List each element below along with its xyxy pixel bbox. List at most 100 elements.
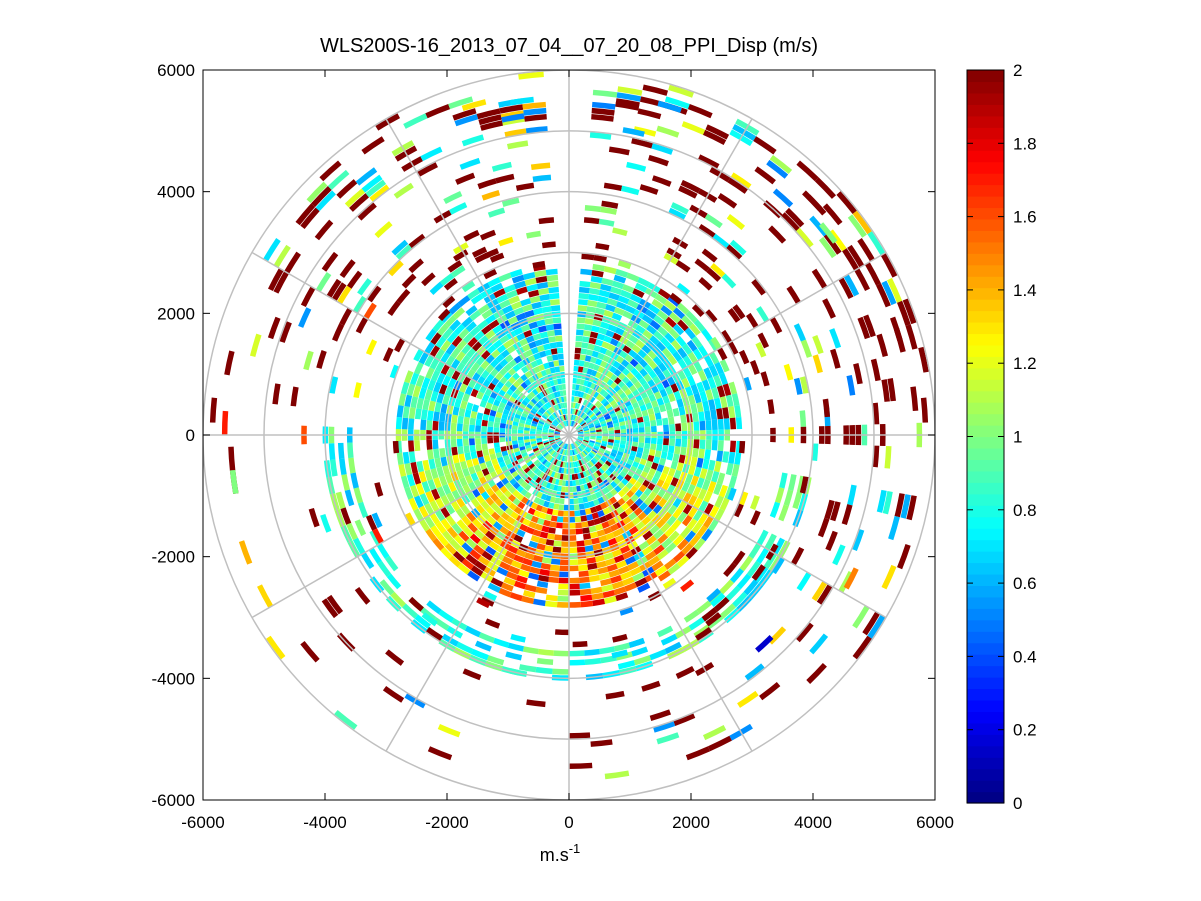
data-cell: [597, 496, 605, 504]
data-cell: [704, 449, 711, 460]
data-cell: [481, 350, 491, 360]
data-cell: [487, 426, 494, 433]
data-cell: [647, 454, 655, 463]
data-cell: [529, 409, 537, 416]
data-cell: [471, 648, 489, 661]
data-cell: [563, 443, 566, 449]
data-cell: [606, 421, 613, 426]
data-cell: [575, 479, 580, 486]
data-cell: [535, 386, 542, 394]
data-cell: [587, 388, 594, 395]
data-cell: [829, 328, 842, 349]
data-cell: [631, 446, 638, 452]
data-cell: [405, 512, 416, 526]
data-cell: [668, 311, 681, 324]
data-cell: [469, 417, 476, 426]
data-cell: [708, 459, 716, 471]
data-cell: [515, 454, 523, 461]
data-cell: [726, 214, 746, 230]
data-cell: [506, 400, 514, 407]
data-cell: [374, 221, 393, 239]
data-cell: [685, 546, 698, 560]
data-cell: [553, 360, 560, 367]
data-cell: [756, 306, 770, 323]
data-cell: [462, 668, 482, 681]
data-cell: [576, 378, 581, 385]
data-cell: [562, 390, 567, 396]
data-cell: [653, 720, 676, 733]
data-cell: [862, 611, 881, 636]
data-cell: [811, 268, 828, 289]
data-cell: [575, 341, 583, 348]
data-cell: [539, 418, 546, 423]
data-cell: [569, 474, 573, 481]
data-cell: [555, 418, 561, 424]
data-cell: [670, 202, 689, 215]
data-cell: [469, 438, 475, 446]
data-cell: [631, 516, 642, 526]
data-cell: [717, 440, 724, 452]
data-cell: [601, 521, 610, 529]
data-cell: [548, 428, 555, 432]
data-cell: [595, 242, 610, 251]
data-cell: [629, 450, 637, 457]
data-cell: [651, 462, 659, 471]
data-cell: [853, 363, 863, 385]
colorbar-band: [967, 516, 1004, 529]
data-cell: [578, 432, 584, 435]
data-cell: [687, 351, 698, 364]
data-cell: [495, 507, 505, 517]
data-cell: [659, 472, 668, 482]
data-cell: [676, 282, 691, 296]
data-cell: [657, 325, 669, 337]
data-cell: [582, 367, 589, 374]
data-cell: [615, 355, 625, 364]
data-cell: [470, 451, 478, 460]
data-cell: [743, 376, 752, 391]
data-cell: [485, 506, 495, 516]
data-cell: [558, 479, 563, 486]
data-cell: [503, 371, 512, 381]
data-cell: [624, 388, 632, 396]
data-cell: [606, 298, 618, 307]
data-cell: [372, 528, 385, 545]
data-cell: [456, 438, 463, 447]
data-cell: [576, 323, 585, 330]
data-cell: [660, 336, 671, 348]
data-cell: [727, 341, 739, 355]
data-cell: [699, 439, 706, 450]
data-cell: [599, 417, 606, 423]
data-cell: [418, 387, 427, 399]
colorbar-band: [967, 780, 1004, 793]
data-cell: [590, 405, 597, 411]
data-cell: [696, 381, 705, 393]
data-cell: [617, 660, 636, 670]
data-cell: [451, 489, 461, 501]
data-cell: [209, 397, 218, 423]
data-cell: [587, 562, 598, 570]
colorbar-band: [967, 127, 1004, 140]
data-cell: [593, 344, 602, 353]
data-cell: [486, 515, 497, 526]
data-cell: [528, 540, 538, 549]
data-cell: [540, 300, 551, 308]
data-cell: [438, 609, 455, 623]
data-cell: [580, 465, 585, 472]
data-cell: [588, 424, 595, 429]
data-cell: [728, 451, 736, 464]
data-cell: [622, 310, 634, 320]
data-cell: [918, 346, 929, 373]
data-cell: [569, 762, 593, 769]
data-cell: [548, 476, 554, 484]
data-cell: [512, 481, 521, 490]
data-cell: [620, 440, 627, 445]
data-cell: [658, 404, 667, 413]
data-cell: [574, 448, 578, 455]
data-cell: [454, 398, 462, 408]
data-cell: [461, 134, 485, 147]
data-cell: [639, 493, 648, 502]
data-cell: [471, 246, 488, 258]
data-cell: [661, 347, 672, 359]
data-cell: [730, 172, 752, 189]
data-cell: [557, 589, 569, 596]
